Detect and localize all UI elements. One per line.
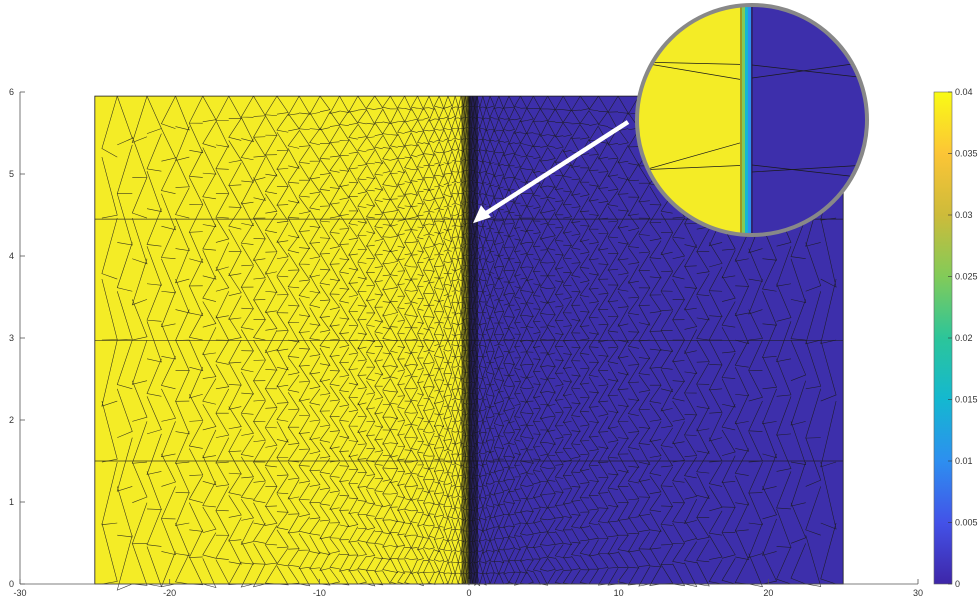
inset-interface-strip — [742, 5, 745, 235]
x-tick-label: -10 — [313, 588, 326, 598]
mesh-refinement-band — [462, 96, 478, 584]
colorbar-tick-label: 0.02 — [955, 333, 973, 343]
y-tick-label: 1 — [9, 497, 14, 507]
colorbar-tick-label: 0.04 — [955, 87, 973, 97]
colorbar-tick-label: 0 — [955, 579, 960, 589]
colorbar-tick-label: 0.025 — [955, 272, 978, 282]
colorbar: 0 0.005 0.01 0.015 0.02 0.025 0.03 0.035 0.04 — [934, 87, 978, 589]
y-tick-label: 6 — [9, 87, 14, 97]
y-tick-label: 0 — [9, 579, 14, 589]
colorbar-tick-label: 0.01 — [955, 456, 973, 466]
x-tick-label: 0 — [466, 588, 471, 598]
x-tick-label: 30 — [913, 588, 923, 598]
x-tick-label: -30 — [13, 588, 26, 598]
inset-low-region — [750, 5, 867, 235]
colorbar-tick-label: 0.015 — [955, 395, 978, 405]
colorbar-tick-label: 0.035 — [955, 149, 978, 159]
x-tick-label: 20 — [763, 588, 773, 598]
y-tick-label: 4 — [9, 251, 14, 261]
inset-interface-strip — [748, 5, 751, 235]
x-tick-label: -20 — [163, 588, 176, 598]
colorbar-tick-label: 0.005 — [955, 518, 978, 528]
colorbar-tick-label: 0.03 — [955, 210, 973, 220]
y-tick-label: 3 — [9, 333, 14, 343]
y-tick-label: 2 — [9, 415, 14, 425]
y-tick-label: 5 — [9, 169, 14, 179]
x-tick-label: 10 — [614, 588, 624, 598]
inset-interface-strip — [745, 5, 748, 235]
